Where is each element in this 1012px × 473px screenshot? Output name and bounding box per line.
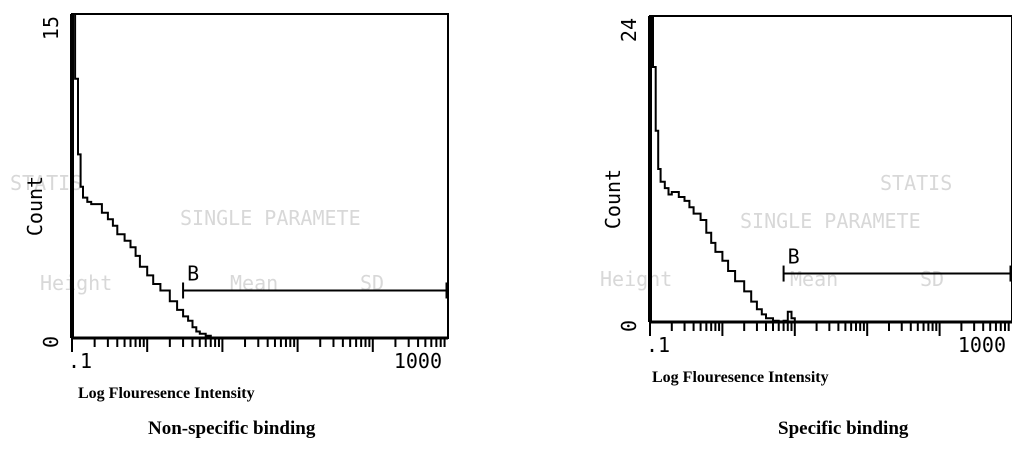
x-axis-ticks <box>649 322 1010 336</box>
x-tick-label-low: .1 <box>646 333 670 357</box>
y-zero-label: 0 <box>617 320 641 332</box>
x-tick-label-high: 1000 <box>958 333 1006 357</box>
chart-caption: Specific binding <box>778 418 909 439</box>
y-max-label: 15 <box>39 16 63 40</box>
x-tick-label-low: .1 <box>68 349 92 373</box>
histogram-specific: STATIS SINGLE PARAMETE Height Mean SD 24 0 C… <box>600 15 1012 386</box>
x-axis-ticks <box>71 338 446 352</box>
ghost-text: STATIS <box>880 171 952 195</box>
x-axis-label: Log Flouresence Intensity <box>652 369 829 386</box>
y-zero-label: 0 <box>39 336 63 348</box>
y-max-label: 24 <box>617 18 641 42</box>
y-axis-label: Count <box>601 169 625 229</box>
chart-panel-nonspecific: STATIS SINGLE PARAMETE Height Mean SD 15 0 C… <box>0 0 470 473</box>
ghost-text: Height <box>40 271 112 295</box>
gate-label: B <box>788 245 800 269</box>
ghost-text: SINGLE PARAMETE <box>180 206 361 230</box>
ghost-text: SINGLE PARAMETE <box>740 209 921 233</box>
background-ghost-text: STATIS SINGLE PARAMETE Height Mean SD <box>600 171 952 291</box>
gate-label: B <box>187 261 199 285</box>
histogram-line <box>72 13 212 338</box>
x-axis-label: Log Flouresence Intensity <box>78 385 255 402</box>
x-tick-label-high: 1000 <box>394 349 442 373</box>
histogram-line <box>650 15 796 323</box>
chart-panel-specific: STATIS SINGLE PARAMETE Height Mean SD 24 0 C… <box>560 0 1012 473</box>
ghost-text: Height <box>600 267 672 291</box>
chart-caption: Non-specific binding <box>148 418 316 439</box>
gate-marker <box>182 282 449 299</box>
gate-marker <box>782 265 1012 282</box>
ghost-text: Mean <box>790 267 838 291</box>
ghost-text: SD <box>920 267 944 291</box>
y-axis-label: Count <box>23 176 47 236</box>
